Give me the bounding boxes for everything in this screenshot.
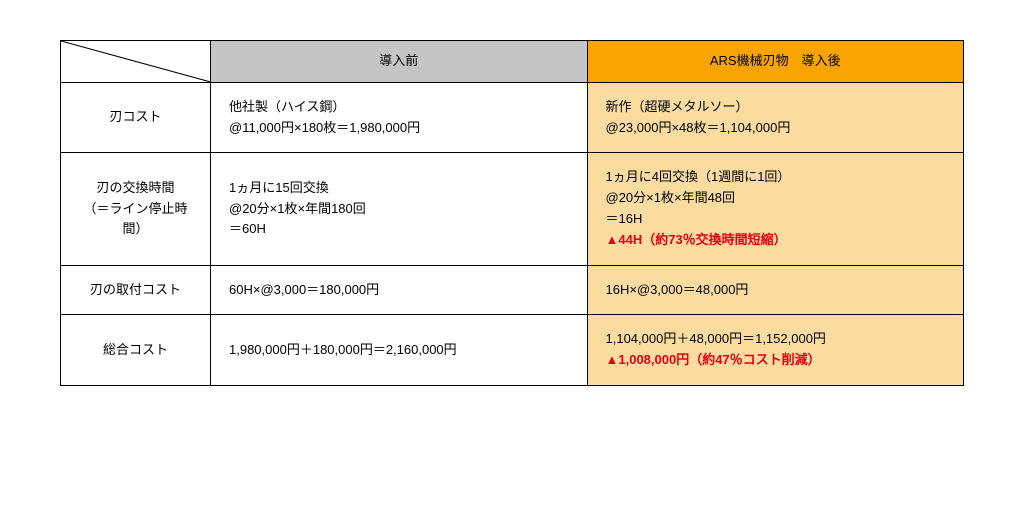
line: @11,000円×180枚＝1,980,000円 [229, 120, 420, 135]
row-label: 総合コスト [61, 315, 211, 386]
line: 新作（超硬メタルソー） [606, 99, 749, 114]
col-before: 導入前 [211, 41, 588, 83]
line: ＝16H [606, 211, 643, 226]
cell-before: 1ヵ月に15回交換 @20分×1枚×年間180回 ＝60H [211, 153, 588, 265]
table-row: 刃の交換時間（＝ライン停止時間） 1ヵ月に15回交換 @20分×1枚×年間180回 ＝… [61, 153, 964, 265]
cell-before: 60H×@3,000＝180,000円 [211, 265, 588, 315]
line: 1ヵ月に4回交換（1週間に1回） [606, 169, 791, 184]
line: 1,980,000円＋180,000円＝2,160,000円 [229, 342, 457, 357]
line: ＝60H [229, 221, 266, 236]
line: 16H×@3,000＝48,000円 [606, 282, 749, 297]
header-row: 導入前 ARS機械刃物 導入後 [61, 41, 964, 83]
cell-after: 新作（超硬メタルソー） @23,000円×48枚＝1,104,000円 [587, 82, 964, 153]
cell-before: 1,980,000円＋180,000円＝2,160,000円 [211, 315, 588, 386]
table-row: 刃コスト 他社製（ハイス鋼） @11,000円×180枚＝1,980,000円 新作（… [61, 82, 964, 153]
cell-after: 1ヵ月に4回交換（1週間に1回） @20分×1枚×年間48回 ＝16H ▲44H（約7… [587, 153, 964, 265]
table-row: 刃の取付コスト 60H×@3,000＝180,000円 16H×@3,000＝48,… [61, 265, 964, 315]
cell-after: 16H×@3,000＝48,000円 [587, 265, 964, 315]
corner-cell [61, 41, 211, 83]
cell-before: 他社製（ハイス鋼） @11,000円×180枚＝1,980,000円 [211, 82, 588, 153]
line: @20分×1枚×年間180回 [229, 201, 366, 216]
line: @20分×1枚×年間48回 [606, 190, 736, 205]
row-label: 刃コスト [61, 82, 211, 153]
cell-after: 1,104,000円＋48,000円＝1,152,000円 ▲1,008,000円… [587, 315, 964, 386]
line: 他社製（ハイス鋼） [229, 99, 345, 114]
line: 60H×@3,000＝180,000円 [229, 282, 379, 297]
col-after: ARS機械刃物 導入後 [587, 41, 964, 83]
row-label: 刃の交換時間（＝ライン停止時間） [61, 153, 211, 265]
line: 1,104,000円＋48,000円＝1,152,000円 [606, 331, 826, 346]
highlight: ▲44H（約73％交換時間短縮） [606, 232, 787, 247]
line: @23,000円×48枚＝1,104,000円 [606, 120, 791, 135]
row-label: 刃の取付コスト [61, 265, 211, 315]
highlight: ▲1,008,000円（約47％コスト削減） [606, 352, 821, 367]
cost-comparison-table: 導入前 ARS機械刃物 導入後 刃コスト 他社製（ハイス鋼） @11,000円×18… [60, 40, 964, 386]
line: 1ヵ月に15回交換 [229, 180, 329, 195]
table-row: 総合コスト 1,980,000円＋180,000円＝2,160,000円 1,104… [61, 315, 964, 386]
